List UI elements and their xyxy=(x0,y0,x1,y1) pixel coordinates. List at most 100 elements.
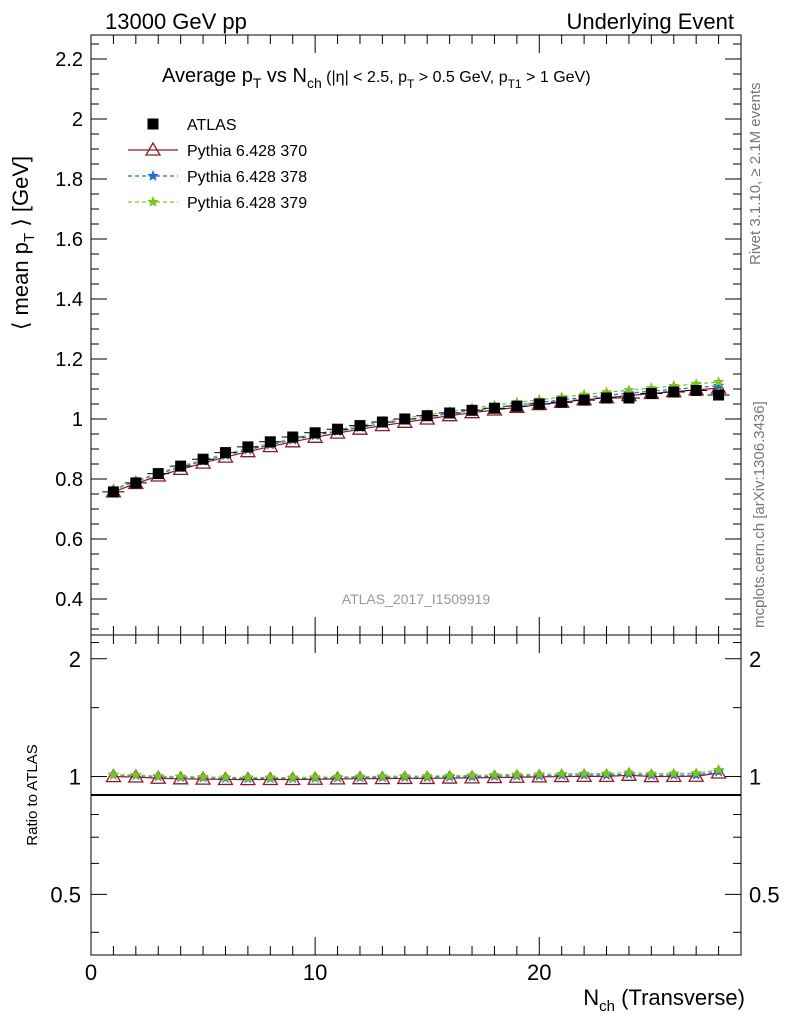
x-label-part-a: N xyxy=(583,985,599,1010)
atlas-data-point xyxy=(578,394,590,406)
series-3-ratio-point xyxy=(690,767,702,779)
y-tick-label: 2.2 xyxy=(55,49,83,71)
series-2-line xyxy=(113,385,719,491)
title-part-b: vs N xyxy=(261,65,307,87)
series-3-ratio-point xyxy=(399,770,411,781)
atlas-data-point xyxy=(533,398,545,410)
atlas-data-point xyxy=(130,477,142,489)
series-3-point xyxy=(555,391,568,402)
series-3-ratio-point xyxy=(152,770,164,782)
series-1-ratio-point xyxy=(688,767,705,782)
atlas-data-point xyxy=(466,404,478,416)
legend-marker-3 xyxy=(147,196,159,207)
series-2-point xyxy=(712,379,725,391)
atlas-data-point xyxy=(668,386,680,398)
title-part-a: Average p xyxy=(162,65,253,87)
series-3-ratio-point xyxy=(421,770,433,781)
atlas-data-point xyxy=(601,392,613,404)
atlas-data-point xyxy=(332,423,344,435)
y-tick-label: 0.6 xyxy=(55,529,83,551)
x-tick-label: 10 xyxy=(303,960,327,985)
series-1-ratio-point xyxy=(239,771,257,786)
y-tick-label: 0.8 xyxy=(55,469,83,491)
y-label-part-b: ⟩ [GeV] xyxy=(8,156,33,233)
series-3-ratio-point xyxy=(376,770,389,782)
legend-marker-0 xyxy=(147,118,159,130)
legend-label-1: Pythia 6.428 370 xyxy=(187,143,307,160)
main-series-group xyxy=(102,376,730,498)
atlas-data-point xyxy=(354,420,366,432)
y-tick-label: 1.8 xyxy=(55,169,83,191)
series-3-ratio-point xyxy=(668,767,680,779)
atlas-data-point xyxy=(376,416,388,428)
series-3-ratio-point xyxy=(555,767,568,779)
series-1-ratio-point xyxy=(463,769,481,784)
atlas-data-point xyxy=(399,413,411,425)
y-tick-label: 0.4 xyxy=(55,589,83,611)
series-3-ratio-line xyxy=(113,769,719,779)
series-1-ratio-point xyxy=(351,770,369,785)
y-axis-label: ⟨ mean pT ⟩ [GeV] xyxy=(8,156,38,330)
atlas-data-point xyxy=(511,400,523,412)
atlas-data-point xyxy=(152,468,164,480)
y-label-sub: T xyxy=(21,233,38,242)
series-3-ratio-point xyxy=(174,770,187,782)
series-3-ratio-point xyxy=(712,763,725,775)
ratio-tick-label-right: 2 xyxy=(749,647,761,672)
x-tick-label: 0 xyxy=(85,960,97,985)
analysis-label: ATLAS_2017_I1509919 xyxy=(342,591,491,607)
series-3-ratio-point xyxy=(107,768,120,780)
series-1-ratio-line xyxy=(113,772,719,781)
series-1-ratio-point xyxy=(150,769,167,784)
chart-title: Average pT vs Nch (|η| < 2.5, pT > 0.5 G… xyxy=(162,65,591,91)
series-3-ratio-point xyxy=(600,767,613,779)
series-3-point xyxy=(623,384,635,396)
title-part-d: > 0.5 GeV, p xyxy=(414,69,507,86)
y-tick-label: 2 xyxy=(72,109,83,131)
x-label-part-b: (Transverse) xyxy=(615,985,745,1010)
series-1-ratio-point xyxy=(598,768,615,783)
series-1-ratio-point xyxy=(127,768,144,783)
atlas-data-point xyxy=(309,427,321,439)
ratio-tick-label: 2 xyxy=(69,647,81,672)
series-3-ratio-point xyxy=(287,771,299,783)
atlas-data-point xyxy=(623,392,635,404)
series-1-ratio-point xyxy=(486,769,503,784)
series-1-ratio-point xyxy=(374,770,391,785)
atlas-data-point xyxy=(287,431,299,443)
title-part-c: (|η| < 2.5, p xyxy=(322,69,407,86)
mcplots-label: mcplots.cern.ch [arXiv:1306.3436] xyxy=(751,401,768,628)
series-1-line xyxy=(113,387,719,493)
series-3-ratio-point xyxy=(331,770,344,782)
series-3-ratio-point xyxy=(466,769,478,781)
series-3-ratio-point xyxy=(578,767,590,779)
atlas-data-point xyxy=(444,407,456,419)
series-3-point xyxy=(668,380,680,391)
legend-label-2: Pythia 6.428 378 xyxy=(187,169,307,186)
title-sub-a: T xyxy=(253,75,262,91)
atlas-data-point xyxy=(488,402,500,414)
series-3-ratio-point xyxy=(197,770,209,782)
legend-marker-1 xyxy=(144,141,162,156)
rivet-version-label: Rivet 3.1.10, ≥ 2.1M events xyxy=(747,83,764,266)
ratio-tick-label: 0.5 xyxy=(50,882,81,907)
x-axis-label: Nch (Transverse) xyxy=(583,985,745,1015)
y-tick-label: 1.6 xyxy=(55,229,83,251)
ratio-tick-label-right: 1 xyxy=(749,765,761,790)
series-3-ratio-point xyxy=(309,771,321,783)
y-label-part-a: ⟨ mean p xyxy=(8,242,33,330)
atlas-data-point xyxy=(713,389,725,401)
series-3-ratio-point xyxy=(443,769,456,781)
atlas-data-point xyxy=(645,388,657,399)
ratio-tick-label: 1 xyxy=(69,765,81,790)
atlas-data-point xyxy=(242,441,254,453)
series-3-point xyxy=(600,386,613,398)
series-3-ratio-point xyxy=(645,767,658,779)
series-3-point xyxy=(645,382,658,393)
series-1-ratio-point xyxy=(575,768,593,783)
ratio-series-group xyxy=(105,763,727,786)
series-3-ratio-point xyxy=(354,770,366,782)
ratio-axis-ticks: 0.5 0.5 1 1 2 2 xyxy=(50,642,780,933)
title-sub-b: ch xyxy=(307,75,322,91)
